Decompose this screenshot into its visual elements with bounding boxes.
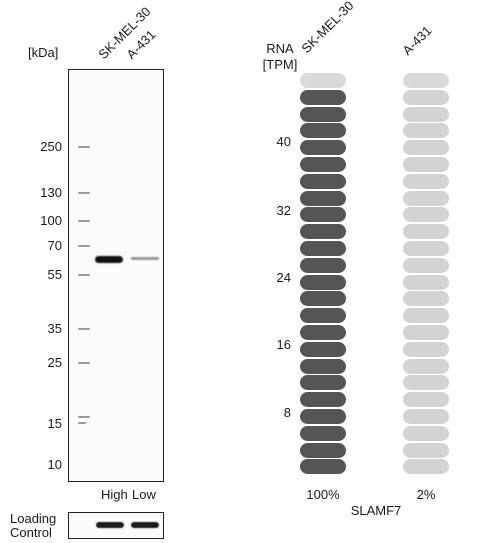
tpm-pill xyxy=(300,409,346,424)
band-a-431 xyxy=(131,257,159,260)
tpm-pill xyxy=(403,308,449,324)
loading-control-blot xyxy=(68,512,164,539)
tpm-pill xyxy=(300,173,346,189)
tpm-pill xyxy=(403,409,449,424)
ladder-band xyxy=(78,220,90,222)
marker-25: 25 xyxy=(47,355,62,370)
tpm-pill xyxy=(403,173,449,189)
tpm-tick-40: 40 xyxy=(276,134,291,149)
loading-control-label-2: Control xyxy=(10,525,52,540)
marker-15: 15 xyxy=(47,416,62,431)
tpm-pill xyxy=(403,392,449,408)
level-low: Low xyxy=(132,487,156,502)
tpm-pill xyxy=(300,73,346,88)
tpm-pill xyxy=(300,241,346,256)
tpm-pill xyxy=(300,358,346,374)
band-sk-mel-30 xyxy=(95,256,123,263)
ladder-band xyxy=(78,416,90,418)
ladder-band xyxy=(78,192,90,194)
tpm-tick-16: 16 xyxy=(276,337,291,352)
ladder-band xyxy=(78,245,90,247)
loading-control-label-1: Loading xyxy=(10,511,57,526)
tpm-pill xyxy=(300,392,346,408)
ladder-band xyxy=(78,146,90,148)
tpm-pill xyxy=(403,123,449,139)
rna-col-label-sk-mel-30: SK-MEL-30 xyxy=(298,0,357,57)
kda-unit-label: [kDa] xyxy=(28,45,59,60)
level-high: High xyxy=(101,487,128,502)
percent-a-431: 2% xyxy=(416,487,436,502)
ladder-band xyxy=(78,422,86,424)
loading-band-sk-mel-30 xyxy=(96,522,124,528)
tpm-pill xyxy=(403,274,449,290)
tpm-tick-8: 8 xyxy=(283,405,291,420)
tpm-pill xyxy=(403,375,449,391)
marker-70: 70 xyxy=(47,238,62,253)
tpm-pill xyxy=(300,459,346,475)
tpm-pill xyxy=(403,325,449,340)
tpm-pill xyxy=(403,140,449,156)
tpm-pill xyxy=(300,425,346,441)
marker-100: 100 xyxy=(40,213,62,228)
tpm-pill xyxy=(403,358,449,374)
ladder-band xyxy=(78,328,90,330)
tpm-pill xyxy=(300,442,346,458)
tpm-pill xyxy=(403,241,449,256)
tpm-pill xyxy=(300,308,346,324)
marker-130: 130 xyxy=(40,185,62,200)
tpm-pill xyxy=(300,274,346,290)
ladder-band xyxy=(78,274,90,276)
tpm-pill xyxy=(300,207,346,223)
percent-sk-mel-30: 100% xyxy=(306,487,340,502)
tpm-pill xyxy=(300,157,346,172)
rna-header-line1: RNA xyxy=(266,41,294,56)
marker-55: 55 xyxy=(47,267,62,282)
tpm-pill xyxy=(403,190,449,206)
tpm-pill xyxy=(403,89,449,105)
tpm-pill xyxy=(300,190,346,206)
tpm-pill xyxy=(403,442,449,458)
marker-10: 10 xyxy=(47,457,62,472)
tpm-pill xyxy=(300,140,346,156)
tpm-pill xyxy=(300,123,346,139)
western-blot-image xyxy=(68,69,164,482)
loading-band-a-431 xyxy=(131,522,159,528)
tpm-pill xyxy=(300,257,346,273)
tpm-pill xyxy=(300,224,346,240)
rna-header-line2: [TPM] xyxy=(262,57,298,72)
gene-name: SLAMF7 xyxy=(350,503,402,518)
tpm-pill xyxy=(403,341,449,357)
tpm-tick-32: 32 xyxy=(276,203,291,218)
rna-col-label-a-431: A-431 xyxy=(399,22,435,58)
tpm-pill xyxy=(300,325,346,340)
tpm-pill xyxy=(403,459,449,475)
tpm-pill xyxy=(403,291,449,307)
tpm-pill xyxy=(403,73,449,88)
tpm-pill xyxy=(403,207,449,223)
marker-35: 35 xyxy=(47,321,62,336)
tpm-pill xyxy=(300,106,346,122)
tpm-pill xyxy=(403,257,449,273)
tpm-pill xyxy=(300,291,346,307)
tpm-pill xyxy=(300,89,346,105)
tpm-pill xyxy=(403,224,449,240)
tpm-pill xyxy=(403,425,449,441)
tpm-pill xyxy=(300,341,346,357)
ladder-band xyxy=(78,362,90,364)
tpm-pill xyxy=(403,157,449,172)
tpm-pill xyxy=(300,375,346,391)
marker-250: 250 xyxy=(40,139,62,154)
tpm-pill xyxy=(403,106,449,122)
tpm-tick-24: 24 xyxy=(276,270,291,285)
